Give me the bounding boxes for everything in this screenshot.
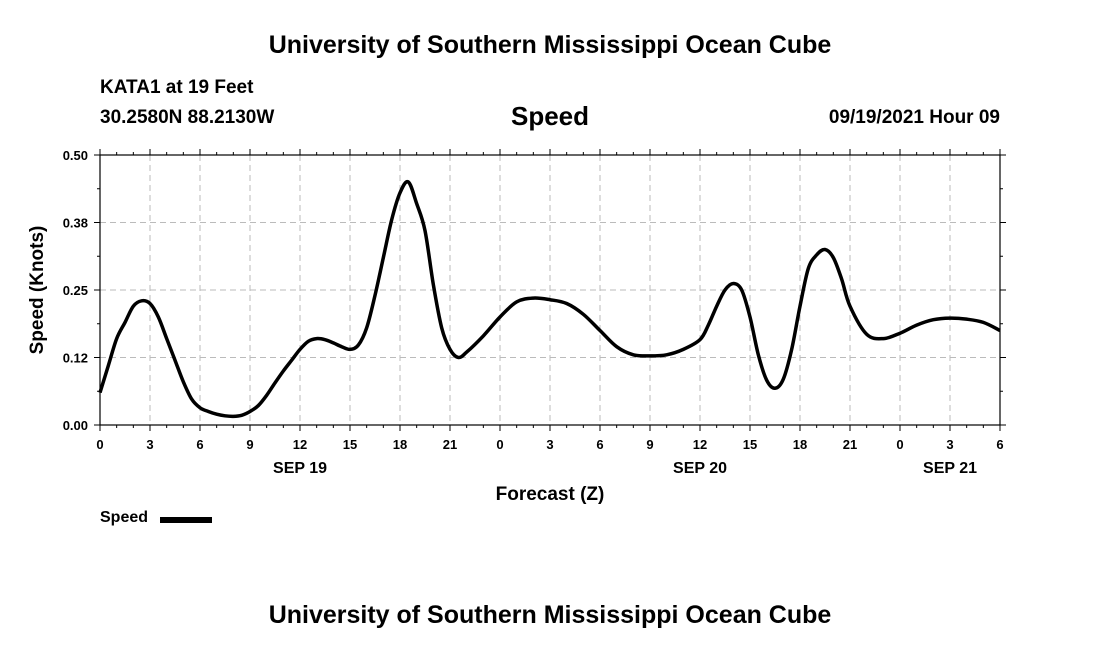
location-label: 30.2580N 88.2130W	[100, 107, 275, 128]
x-tick-label: 15	[743, 437, 757, 452]
x-tick-label: 0	[96, 437, 103, 452]
x-tick-label: 0	[896, 437, 903, 452]
date-label: SEP 19	[273, 460, 327, 477]
axis-labels: 0.00 0.12 0.25 0.38 0.50 0 3 6 9 12 15 18 21 0 3 6 9 12 15…	[63, 148, 1004, 477]
x-tick-label: 21	[843, 437, 857, 452]
y-tick-label: 0.00	[63, 418, 88, 433]
x-tick-label: 6	[996, 437, 1003, 452]
axis-ticks	[94, 149, 1006, 431]
x-tick-label: 3	[546, 437, 553, 452]
y-tick-label: 0.50	[63, 148, 88, 163]
legend-label: Speed	[100, 509, 149, 526]
x-tick-label: 21	[443, 437, 457, 452]
date-label: SEP 20	[673, 460, 727, 477]
chart-title: University of Southern Mississippi Ocean…	[268, 31, 832, 59]
station-label: KATA1 at 19 Feet	[100, 77, 254, 98]
x-tick-label: 6	[196, 437, 203, 452]
speed-series-line	[98, 180, 1001, 419]
x-tick-label: 12	[293, 437, 307, 452]
y-tick-label: 0.12	[63, 351, 88, 366]
x-tick-label: 0	[496, 437, 503, 452]
x-tick-label: 9	[646, 437, 653, 452]
y-tick-label: 0.38	[63, 216, 88, 231]
variable-label: Speed	[510, 101, 590, 131]
x-tick-label: 18	[393, 437, 407, 452]
datetime-label: 09/19/2021 Hour 09	[828, 107, 1000, 128]
y-tick-label: 0.25	[63, 283, 88, 298]
x-axis-label: Forecast (Z)	[496, 484, 605, 505]
footer-title: University of Southern Mississippi Ocean…	[268, 601, 832, 629]
x-tick-label: 6	[596, 437, 603, 452]
x-tick-label: 3	[946, 437, 953, 452]
x-tick-label: 12	[693, 437, 707, 452]
x-tick-label: 9	[246, 437, 253, 452]
y-axis-label: Speed (Knots)	[27, 226, 48, 355]
legend-swatch	[160, 517, 212, 523]
grid	[100, 155, 1000, 425]
x-tick-label: 15	[343, 437, 357, 452]
date-label: SEP 21	[923, 460, 977, 477]
x-tick-label: 18	[793, 437, 807, 452]
x-tick-label: 3	[146, 437, 153, 452]
